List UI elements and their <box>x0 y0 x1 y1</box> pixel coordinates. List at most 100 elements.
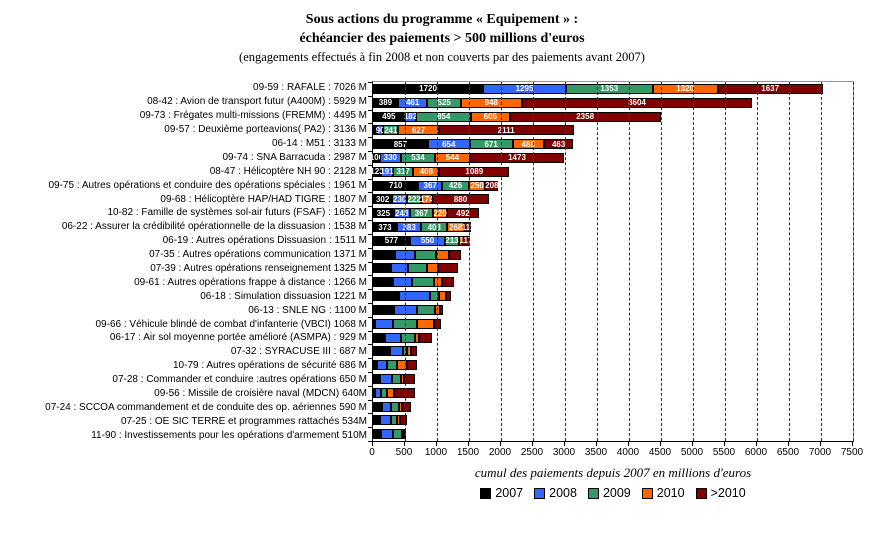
x-axis-tick <box>596 442 597 446</box>
bar-row <box>373 317 853 331</box>
bar-segment-2007 <box>373 332 386 343</box>
bar-segment-2010 <box>399 401 403 412</box>
x-axis-tick-label: 7500 <box>840 447 864 458</box>
bar-segment-2009: 534 <box>400 152 436 163</box>
stacked-bar <box>373 429 407 440</box>
category-label: 07-28 : Commander et conduire :autres op… <box>112 374 367 386</box>
bar-segment->2010 <box>394 387 415 398</box>
y-axis-tick <box>368 151 373 153</box>
legend-swatch-2010 <box>641 487 653 499</box>
y-axis-tick <box>368 82 373 83</box>
stacked-bar: 123 191 317 408 1089 <box>370 166 510 177</box>
bar-segment-2007: 106 <box>370 152 383 163</box>
segment-value-label: 90 <box>375 125 385 135</box>
bar-segment-2010: 408 <box>413 166 440 177</box>
bar-row <box>373 400 853 414</box>
bar-segment-2009 <box>414 249 437 260</box>
legend: 2007 2008 2009 2010 >2010 <box>372 486 854 500</box>
y-axis-tick <box>368 441 373 442</box>
plot-area: 1720 1295 1353 1020 1637 389 461 525 948 3604 495 1… <box>368 81 854 442</box>
segment-value-label: 383 <box>402 222 416 232</box>
x-axis-row: 0 500 1000 1500 2000 2500 3000 3500 4000 4500 5000… <box>0 442 884 460</box>
bar-segment->2010: 1637 <box>717 83 823 94</box>
bar-segment->2010: 463 <box>543 139 574 150</box>
bar-segment-2009 <box>391 373 402 384</box>
segment-value-label: 627 <box>411 125 426 135</box>
bar-segment-2010 <box>416 318 435 329</box>
stacked-bar <box>373 318 442 329</box>
legend-label: >2010 <box>710 486 746 500</box>
bar-segment-2008: 654 <box>427 139 470 150</box>
x-axis-tick <box>404 442 405 446</box>
bar-segment-2007: 1720 <box>373 83 484 94</box>
bar-segment-2007: 857 <box>373 139 428 150</box>
stacked-bar <box>373 332 433 343</box>
category-label: 07-39 : Autres opérations renseignement … <box>150 263 367 275</box>
bar-segment-2010 <box>402 429 405 440</box>
x-axis-tick <box>372 442 373 446</box>
segment-value-label: 1720 <box>419 84 437 94</box>
bar-segment-2007 <box>373 304 394 315</box>
segment-value-label: 123 <box>370 167 384 177</box>
x-axis-tick-label: 4500 <box>648 447 672 458</box>
bar-segment-2008 <box>381 429 394 440</box>
x-axis-tick <box>852 442 853 446</box>
segment-value-label: 461 <box>405 98 420 108</box>
y-axis-tick <box>368 206 373 208</box>
gridline-5500 <box>725 82 726 441</box>
bar-segment-2008 <box>393 277 413 288</box>
bar-segment-2008: 90 <box>375 125 385 136</box>
bar-segment-2008: 1295 <box>483 83 566 94</box>
segment-value-label: 191 <box>380 167 394 177</box>
segment-value-label: 544 <box>445 153 460 163</box>
bar-row: 325 248 367 220 492 <box>373 206 853 220</box>
legend-item-2010: 2010 <box>641 486 685 500</box>
bar-segment-2009: 222 <box>407 194 422 205</box>
bar-row <box>373 358 853 372</box>
segment-value-label: 671 <box>484 139 498 149</box>
gridline-4000 <box>629 82 630 441</box>
bar-segment-2007 <box>373 415 381 426</box>
bar-segment-2007: 710 <box>373 180 419 191</box>
x-axis-tick-label: 2500 <box>520 447 544 458</box>
legend-label: 2008 <box>549 486 577 500</box>
x-axis-tick-label: 3500 <box>584 447 608 458</box>
bar-segment-2008 <box>380 373 392 384</box>
bar-segment-2009 <box>416 304 436 315</box>
segment-value-label: 111 <box>461 222 475 232</box>
bar-segment-2008 <box>380 415 391 426</box>
bar-segment-2007 <box>373 263 392 274</box>
category-label: 09-68 : Hélicoptère HAP/HAD TIGRE : 1807… <box>160 193 367 205</box>
x-axis-tick-label: 500 <box>395 447 413 458</box>
bar-segment-2009 <box>393 429 403 440</box>
category-label: 06-13 : SNLE NG : 1100 M <box>248 304 367 316</box>
bar-segment-2008 <box>399 291 430 302</box>
bar-segment-2009: 241 <box>383 125 399 136</box>
bar-segment-2010: 220 <box>433 208 448 219</box>
bar-segment-2008 <box>395 249 415 260</box>
segment-value-label: 1353 <box>600 84 619 94</box>
y-axis-tick <box>368 385 373 387</box>
y-axis-tick <box>368 275 373 277</box>
segment-value-label: 525 <box>437 98 451 108</box>
bar-segment-2007: 389 <box>373 97 398 108</box>
bar-segment-2009 <box>400 332 415 343</box>
bar-segment-2010: 1020 <box>652 83 718 94</box>
bar-row: 577 550 213 117 <box>373 234 853 248</box>
chart-title-block: Sous actions du programme « Equipement »… <box>0 0 884 67</box>
bar-row: 857 654 671 488 463 <box>373 137 853 151</box>
segment-value-label: 577 <box>384 236 399 246</box>
gridline-5000 <box>693 82 694 441</box>
category-label: 06-19 : Autres opérations Dissuasion : 1… <box>162 235 367 247</box>
segment-value-label: 1473 <box>508 153 526 163</box>
category-label: 08-42 : Avion de transport futur (A400M)… <box>147 96 367 108</box>
legend-item-2007: 2007 <box>480 486 523 500</box>
bar-segment-2009: 854 <box>416 111 471 122</box>
segment-value-label: 330 <box>383 153 398 163</box>
bar-segment-2007 <box>373 401 383 412</box>
x-axis-tick <box>692 442 693 446</box>
category-label: 09-73 : Frégates multi-missions (FREMM) … <box>139 110 367 122</box>
bar-segment-2008: 230 <box>392 194 408 205</box>
x-axis-spacer <box>0 442 372 460</box>
segment-value-label: 2358 <box>576 112 595 122</box>
